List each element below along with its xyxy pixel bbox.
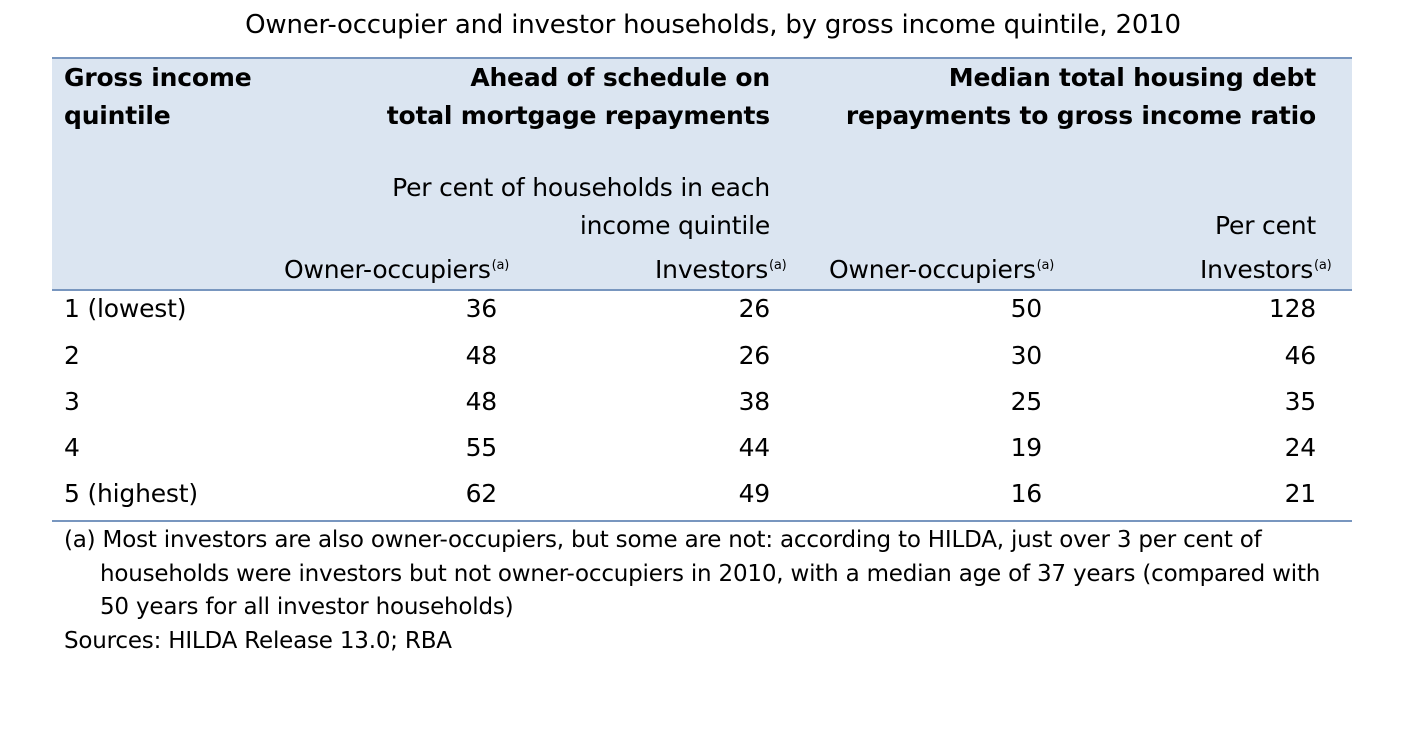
cell-ahead-investor: 49: [738, 479, 771, 508]
cell-median-owner: 16: [1010, 479, 1043, 508]
cell-median-investor: 21: [1284, 479, 1317, 508]
header-median-units: Per cent: [1215, 211, 1316, 240]
cell-ahead-investor: 38: [738, 387, 771, 416]
footnote-line1: (a) Most investors are also owner-occupi…: [64, 527, 1262, 553]
cell-quintile: 4: [64, 433, 80, 462]
col-header-investor-median-label: Investors: [1200, 255, 1314, 284]
cell-ahead-owner: 55: [465, 433, 498, 462]
cell-ahead-owner: 62: [465, 479, 498, 508]
footnote-line2: households were investors but not owner-…: [100, 561, 1321, 587]
col-header-owner-median: Owner-occupiers(a): [829, 251, 1054, 289]
cell-quintile: 2: [64, 341, 80, 370]
note-marker: (a): [1314, 258, 1332, 273]
col-header-owner-ahead-label: Owner-occupiers: [284, 255, 491, 284]
header-quintile-line1: Gross income: [64, 63, 252, 92]
cell-median-investor: 35: [1284, 387, 1317, 416]
cell-ahead-investor: 26: [738, 294, 771, 323]
table-title: Owner-occupier and investor households, …: [245, 10, 1181, 40]
header-ahead-units-line1: Per cent of households in each: [392, 173, 770, 202]
table-header-background: [52, 58, 1352, 290]
cell-median-owner: 19: [1010, 433, 1043, 462]
cell-ahead-owner: 36: [465, 294, 498, 323]
header-quintile-line2: quintile: [64, 101, 171, 130]
cell-median-owner: 50: [1010, 294, 1043, 323]
note-marker: (a): [491, 258, 510, 273]
cell-ahead-investor: 44: [738, 433, 771, 462]
cell-quintile: 1 (lowest): [64, 294, 187, 323]
table-bottom-rule: [52, 520, 1352, 522]
sources-note: Sources: HILDA Release 13.0; RBA: [64, 628, 452, 654]
header-median-line1: Median total housing debt: [948, 63, 1316, 92]
cell-median-investor: 46: [1284, 341, 1317, 370]
note-marker: (a): [1036, 258, 1055, 273]
col-header-owner-ahead: Owner-occupiers(a): [284, 251, 509, 289]
footnote-line3: 50 years for all investor households): [100, 594, 514, 620]
cell-ahead-owner: 48: [465, 341, 498, 370]
header-median-ratio: Median total housing debt repayments to …: [846, 59, 1316, 135]
col-header-owner-median-label: Owner-occupiers: [829, 255, 1036, 284]
header-median-line2: repayments to gross income ratio: [845, 101, 1316, 130]
header-top-rule: [52, 57, 1352, 59]
cell-median-investor: 24: [1284, 433, 1317, 462]
header-ahead-of-schedule: Ahead of schedule on total mortgage repa…: [387, 59, 770, 135]
col-header-investor-ahead-label: Investors: [655, 255, 769, 284]
cell-ahead-investor: 26: [738, 341, 771, 370]
cell-median-owner: 30: [1010, 341, 1043, 370]
col-header-investor-median: Investors(a): [1200, 251, 1332, 289]
cell-ahead-owner: 48: [465, 387, 498, 416]
header-ahead-units: Per cent of households in each income qu…: [392, 169, 770, 245]
header-ahead-units-line2: income quintile: [579, 211, 770, 240]
cell-quintile: 5 (highest): [64, 479, 198, 508]
note-marker: (a): [769, 258, 787, 273]
header-ahead-line2: total mortgage repayments: [386, 101, 770, 130]
header-bottom-rule: [52, 289, 1352, 291]
header-quintile: Gross income quintile: [64, 59, 252, 135]
cell-quintile: 3: [64, 387, 80, 416]
header-ahead-line1: Ahead of schedule on: [470, 63, 770, 92]
col-header-investor-ahead: Investors(a): [655, 251, 787, 289]
cell-median-investor: 128: [1268, 294, 1316, 323]
cell-median-owner: 25: [1010, 387, 1043, 416]
